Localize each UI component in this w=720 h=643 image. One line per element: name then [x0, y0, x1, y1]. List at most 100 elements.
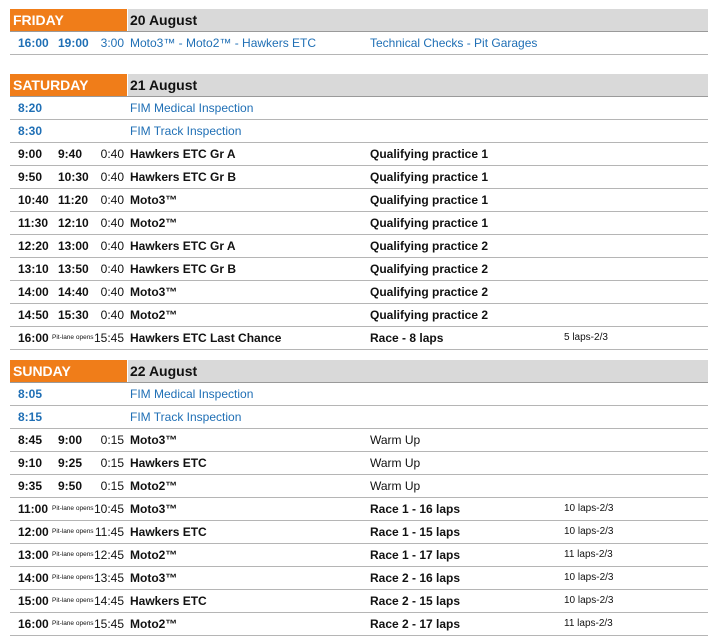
duration: 0:40	[100, 193, 124, 207]
event-name: FIM Track Inspection	[130, 410, 242, 424]
start-time: 9:35	[18, 479, 43, 493]
start-time: 10:40	[18, 193, 49, 207]
pit-lane-note: Pit-lane opens	[52, 334, 94, 341]
duration: 0:40	[100, 262, 124, 276]
start-time: 13:10	[18, 262, 49, 276]
laps-note: 10 laps-2/3	[564, 503, 614, 514]
duration: 0:15	[100, 456, 124, 470]
event-name: Moto3™ - Moto2™ - Hawkers ETC	[130, 36, 317, 50]
end-time: 12:10	[58, 216, 89, 230]
duration: 3:00	[100, 36, 124, 50]
session-name: Qualifying practice 2	[370, 285, 489, 299]
duration: 0:40	[100, 147, 124, 161]
event-name: FIM Medical Inspection	[130, 387, 254, 401]
duration: 0:40	[100, 308, 124, 322]
schedule-row: 11:00 Pit-lane opens 10:45 Moto3™ Race 1 - 1…	[10, 498, 708, 521]
pit-lane-note: Pit-lane opens	[52, 551, 94, 558]
duration: 0:40	[100, 216, 124, 230]
laps-note: 10 laps-2/3	[564, 595, 614, 606]
start-time: 16:00	[18, 36, 49, 50]
event-name: Moto3™	[130, 502, 178, 516]
session-name: Qualifying practice 1	[370, 147, 489, 161]
event-name: Hawkers ETC Gr A	[130, 239, 236, 253]
schedule-row: 14:00 Pit-lane opens 13:45 Moto3™ Race 2 - 1…	[10, 567, 708, 590]
event-name: Hawkers ETC Gr B	[130, 262, 237, 276]
duration: 10:45	[93, 502, 124, 516]
laps-note: 10 laps-2/3	[564, 526, 614, 537]
schedule-row: 10:40 11:20 0:40 Moto3™ Qualifying practice …	[10, 189, 708, 212]
event-name: Moto2™	[130, 617, 178, 631]
start-time: 14:50	[18, 308, 49, 322]
schedule-row: 16:00 Pit-lane opens 15:45 Hawkers ETC Last…	[10, 327, 708, 350]
event-name: Hawkers ETC	[130, 525, 207, 539]
pit-lane-note: Pit-lane opens	[52, 574, 94, 581]
schedule-row: 16:00 19:00 3:00 Moto3™ - Moto2™ - Hawkers …	[10, 32, 708, 55]
event-name: Moto3™	[130, 571, 178, 585]
end-time: 9:50	[58, 479, 83, 493]
pit-lane-note: Pit-lane opens	[52, 597, 94, 604]
pit-lane-note: Pit-lane opens	[52, 528, 94, 535]
duration: 13:45	[93, 571, 124, 585]
event-name: Hawkers ETC	[130, 594, 207, 608]
day-friday: FRIDAY 20 August 16:00 19:00 3:00 Moto3™ - …	[10, 9, 708, 55]
start-time: 12:00	[18, 525, 49, 539]
duration: 15:45	[93, 331, 124, 345]
event-name: Hawkers ETC	[130, 456, 207, 470]
session-name: Qualifying practice 1	[370, 170, 489, 184]
end-time: 13:50	[58, 262, 89, 276]
pit-lane-note: Pit-lane opens	[52, 505, 94, 512]
schedule-row: 9:10 9:25 0:15 Hawkers ETC Warm Up	[10, 452, 708, 475]
laps-note: 11 laps-2/3	[564, 549, 613, 560]
duration: 0:40	[100, 239, 124, 253]
day-name: SATURDAY	[10, 74, 127, 96]
schedule-row: 9:00 9:40 0:40 Hawkers ETC Gr A Qualifying p…	[10, 143, 708, 166]
end-time: 11:20	[58, 193, 89, 207]
event-name: Moto2™	[130, 308, 178, 322]
start-time: 11:30	[18, 216, 49, 230]
schedule-row: 8:15 FIM Track Inspection	[10, 406, 708, 429]
start-time: 14:00	[18, 285, 49, 299]
end-time: 9:25	[58, 456, 83, 470]
day-header: FRIDAY 20 August	[10, 9, 708, 32]
duration: 14:45	[93, 594, 124, 608]
start-time: 15:00	[18, 594, 49, 608]
start-time: 16:00	[18, 617, 49, 631]
schedule-rows: 16:00 19:00 3:00 Moto3™ - Moto2™ - Hawkers …	[10, 32, 708, 55]
schedule-row: 9:50 10:30 0:40 Hawkers ETC Gr B Qualifying …	[10, 166, 708, 189]
laps-note: 5 laps-2/3	[564, 332, 608, 343]
laps-note: 10 laps-2/3	[564, 572, 614, 583]
duration: 0:40	[100, 170, 124, 184]
schedule-row: 12:20 13:00 0:40 Hawkers ETC Gr A Qualifying…	[10, 235, 708, 258]
start-time: 8:30	[18, 124, 43, 138]
event-name: Hawkers ETC Gr A	[130, 147, 236, 161]
schedule-row: 11:30 12:10 0:40 Moto2™ Qualifying practice …	[10, 212, 708, 235]
event-name: Hawkers ETC Last Chance	[130, 331, 282, 345]
start-time: 9:50	[18, 170, 43, 184]
schedule-row: 13:00 Pit-lane opens 12:45 Moto2™ Race 1 - 1…	[10, 544, 708, 567]
schedule-row: 14:50 15:30 0:40 Moto2™ Qualifying practice …	[10, 304, 708, 327]
end-time: 15:30	[58, 308, 89, 322]
session-name: Warm Up	[370, 433, 421, 447]
start-time: 16:00	[18, 331, 49, 345]
end-time: 9:00	[58, 433, 83, 447]
session-name: Race 2 - 15 laps	[370, 594, 461, 608]
event-name: Moto2™	[130, 479, 178, 493]
duration: 0:40	[100, 285, 124, 299]
start-time: 12:20	[18, 239, 49, 253]
session-name: Race 1 - 17 laps	[370, 548, 461, 562]
duration: 11:45	[94, 525, 124, 539]
schedule-row: 8:05 FIM Medical Inspection	[10, 383, 708, 406]
event-name: FIM Track Inspection	[130, 124, 242, 138]
day-name: SUNDAY	[10, 360, 127, 382]
event-name: Moto3™	[130, 433, 178, 447]
event-name: FIM Medical Inspection	[130, 101, 254, 115]
pit-lane-note: Pit-lane opens	[52, 620, 94, 627]
duration: 0:15	[100, 479, 124, 493]
day-date: 20 August	[128, 9, 708, 31]
schedule-rows: 8:20 FIM Medical Inspection 8:30 FIM Track …	[10, 97, 708, 350]
day-saturday: SATURDAY 21 August 8:20 FIM Medical Inspe…	[10, 74, 708, 350]
session-name: Qualifying practice 2	[370, 262, 489, 276]
day-date: 21 August	[128, 74, 708, 96]
schedule-row: 14:00 14:40 0:40 Moto3™ Qualifying practice …	[10, 281, 708, 304]
start-time: 13:00	[18, 548, 49, 562]
